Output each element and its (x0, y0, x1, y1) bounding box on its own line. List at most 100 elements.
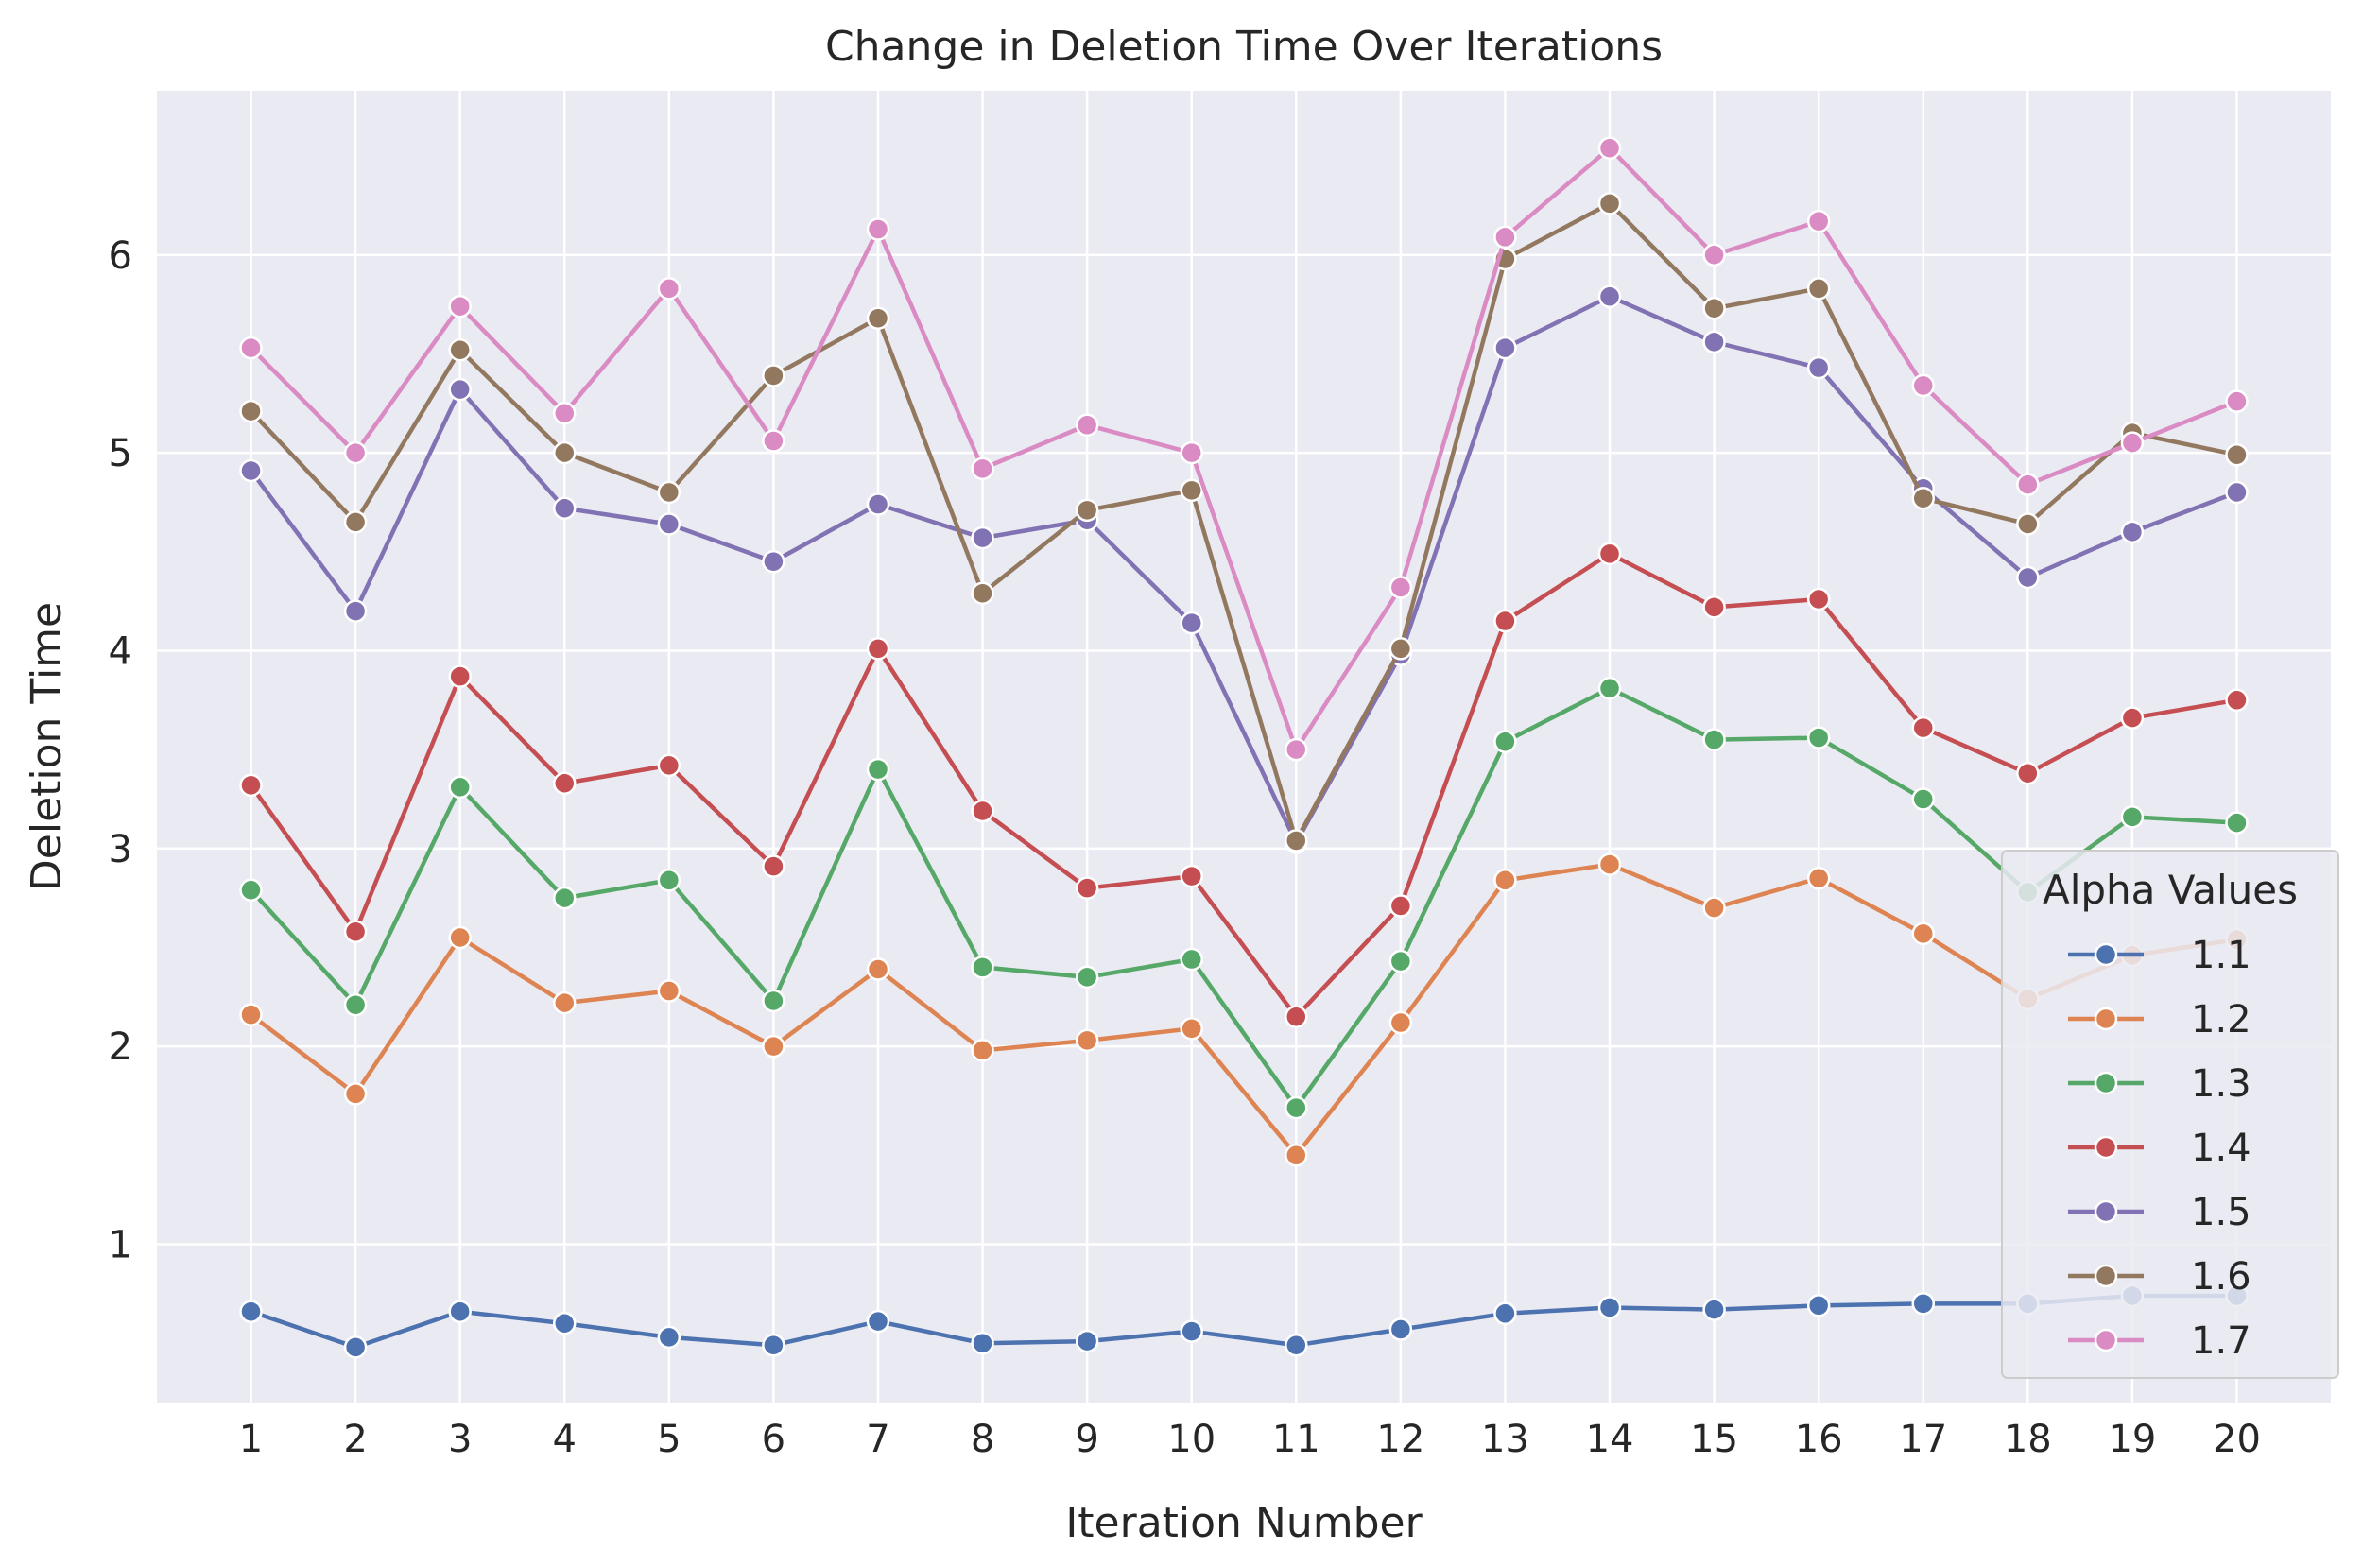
y-tick-labels: 1 2 3 4 5 6 (109, 234, 132, 1267)
data-point (657, 869, 681, 892)
data-point (2225, 688, 2249, 713)
data-point (1911, 921, 1935, 946)
x-tick-label: 12 (1376, 1418, 1424, 1461)
data-point (1493, 336, 1517, 360)
data-point (1911, 1292, 1935, 1316)
x-tick-label: 7 (866, 1418, 889, 1461)
data-point (343, 510, 368, 534)
data-point (553, 401, 577, 425)
x-tick-label: 20 (2213, 1418, 2261, 1461)
data-point (239, 458, 263, 483)
data-point (239, 1300, 263, 1323)
data-point (2120, 805, 2145, 829)
data-point (1493, 869, 1517, 892)
data-point (657, 512, 681, 536)
y-tick-label: 5 (109, 432, 132, 475)
data-point (971, 1039, 994, 1062)
x-tick-label: 17 (1899, 1418, 1947, 1461)
data-point (1597, 284, 1622, 308)
data-point (448, 338, 472, 362)
data-point (1702, 243, 1726, 267)
data-point (1806, 209, 1831, 233)
data-point (1597, 852, 1622, 876)
x-tick-label: 14 (1586, 1418, 1634, 1461)
data-point (657, 753, 681, 778)
data-point (1075, 413, 1099, 438)
series-1.4 (239, 542, 2249, 1029)
legend-marker (2094, 1135, 2118, 1160)
data-point (1180, 864, 1203, 888)
x-tick-label: 3 (448, 1418, 472, 1461)
data-point (2225, 442, 2249, 467)
data-point (762, 854, 785, 878)
data-point (866, 217, 890, 241)
series-1.6 (239, 192, 2249, 852)
data-point (971, 525, 994, 550)
x-tick-label: 10 (1167, 1418, 1216, 1461)
legend-marker (2094, 1328, 2118, 1352)
data-point (657, 277, 681, 301)
data-point (239, 878, 263, 903)
data-point (1911, 715, 1935, 740)
data-point (1806, 726, 1831, 749)
data-point (1702, 728, 1726, 751)
data-point (657, 480, 681, 505)
data-point (657, 1325, 681, 1350)
legend-marker (2094, 1199, 2118, 1224)
data-point (1597, 192, 1622, 215)
data-point (343, 1082, 368, 1106)
x-tick-label: 18 (2004, 1418, 2052, 1461)
data-point (866, 957, 890, 981)
data-point (1285, 829, 1308, 852)
series-1.7 (239, 136, 2249, 762)
data-point (2225, 389, 2249, 413)
data-point (553, 1312, 577, 1335)
series-line (249, 201, 2237, 843)
data-point (1597, 1296, 1622, 1319)
data-point (1388, 1010, 1413, 1035)
legend-marker (2094, 942, 2118, 967)
data-point (448, 294, 472, 319)
y-tick-label: 6 (109, 234, 132, 278)
y-tick-label: 1 (109, 1224, 132, 1267)
x-tick-label: 6 (762, 1418, 785, 1461)
data-point (448, 775, 472, 800)
y-tick-label: 4 (109, 629, 132, 673)
data-point (239, 1003, 263, 1026)
data-point (971, 1331, 994, 1355)
data-point (762, 364, 785, 387)
data-point (1075, 498, 1099, 523)
data-point (1388, 949, 1413, 973)
data-point (1702, 1298, 1726, 1321)
data-point (657, 979, 681, 1003)
legend-label: 1.7 (2191, 1319, 2251, 1363)
series-line (249, 551, 2237, 1020)
legend-item: 1.1 (2068, 934, 2251, 977)
data-point (239, 773, 263, 798)
data-point (239, 336, 263, 360)
data-point (1180, 478, 1203, 503)
data-point (448, 925, 472, 950)
legend-marker (2094, 1071, 2118, 1095)
data-point (1493, 225, 1517, 250)
data-point (1180, 1017, 1203, 1041)
data-point (343, 440, 368, 465)
data-point (1493, 609, 1517, 633)
data-point (1702, 896, 1726, 920)
data-point (762, 550, 785, 574)
x-tick-label: 2 (343, 1418, 367, 1461)
data-point (866, 492, 890, 516)
data-point (1806, 587, 1831, 611)
legend-item: 1.7 (2068, 1319, 2251, 1363)
data-point (1285, 1095, 1308, 1120)
legend-label: 1.1 (2191, 934, 2251, 977)
data-point (866, 637, 890, 661)
series-line (250, 862, 2237, 1158)
data-point (239, 399, 263, 423)
data-point (343, 920, 368, 943)
x-tick-label: 16 (1795, 1418, 1843, 1461)
data-point (2225, 480, 2249, 505)
data-point (971, 799, 994, 823)
data-point (1911, 487, 1935, 510)
